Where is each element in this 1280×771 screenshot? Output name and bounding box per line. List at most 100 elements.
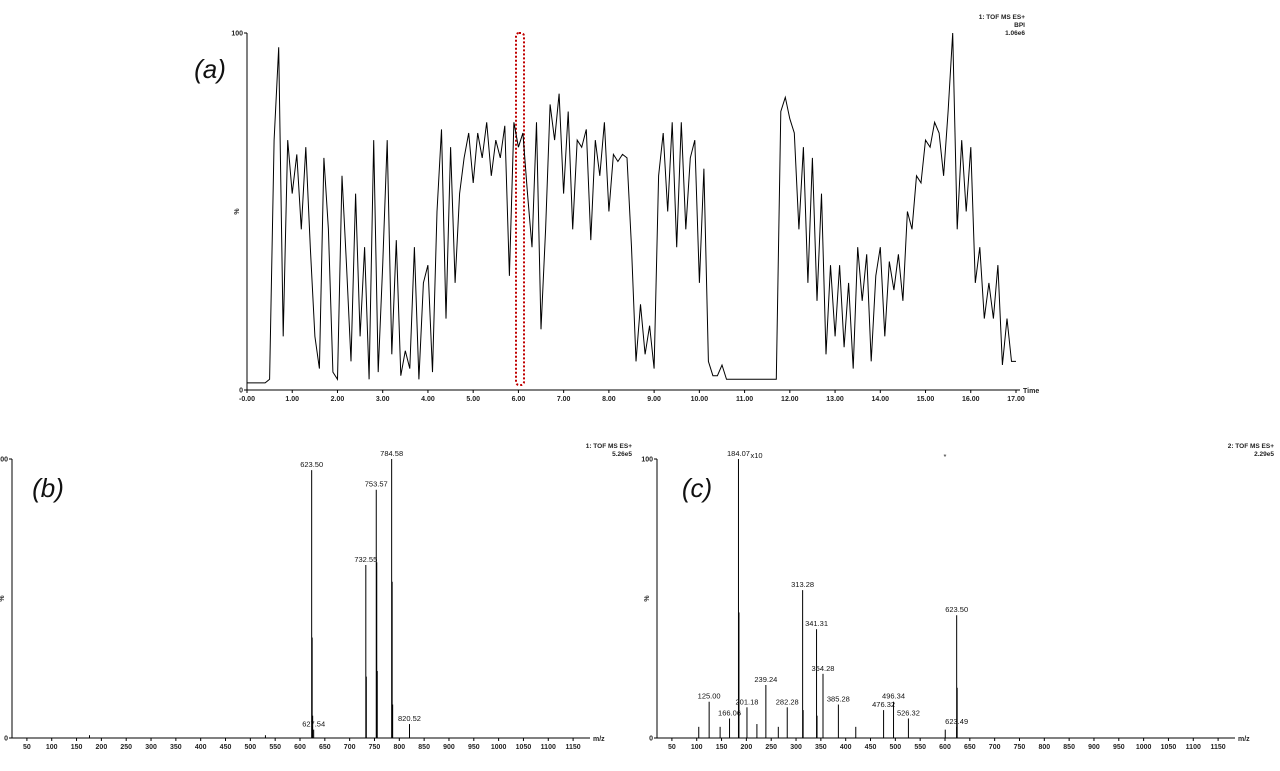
x-tick-label: 6.00	[512, 396, 526, 403]
panel-label: (c)	[682, 473, 712, 503]
peak-label: 476.32	[872, 700, 895, 709]
x-tick-label: 2.00	[331, 396, 345, 403]
x-axis-label: m/z	[1238, 736, 1250, 743]
x-tick-label: 700	[989, 744, 1001, 751]
y-axis-label: %	[0, 595, 6, 602]
x-tick-label: 500	[245, 744, 257, 751]
info-text: 5.26e5	[612, 451, 632, 458]
x-tick-label: 200	[96, 744, 108, 751]
peak-label: 282.28	[776, 697, 799, 706]
info-text: 2: TOF MS ES+	[1228, 443, 1274, 450]
peak-label: 166.06	[718, 708, 741, 717]
peak-label: 623.50	[945, 605, 968, 614]
x-tick-label: 400	[840, 744, 852, 751]
peak-label: 496.34	[882, 692, 905, 701]
x-tick-label: 250	[120, 744, 132, 751]
x-tick-label: 200	[741, 744, 753, 751]
y-tick-label: 0	[239, 388, 243, 395]
peak-label: 201.18	[735, 697, 758, 706]
peak-label: 125.00	[698, 692, 721, 701]
x-tick-label: 17.00	[1007, 396, 1025, 403]
x-tick-label: 650	[319, 744, 331, 751]
y-tick-label: 100	[0, 457, 8, 464]
x-tick-label: 950	[468, 744, 480, 751]
x-tick-label: 16.00	[962, 396, 980, 403]
x-tick-label: 650	[964, 744, 976, 751]
x-tick-label: 1150	[1211, 744, 1226, 751]
x-tick-label: 11.00	[736, 396, 753, 403]
x-tick-label: 1050	[516, 744, 532, 751]
x-tick-label: 550	[269, 744, 281, 751]
info-text: 1: TOF MS ES+	[979, 14, 1025, 21]
x-tick-label: 600	[939, 744, 951, 751]
x-tick-label: 150	[71, 744, 83, 751]
chromatogram-line	[247, 32, 1016, 384]
x-tick-label: 500	[890, 744, 902, 751]
x-tick-label: 750	[1014, 744, 1026, 751]
y-axis-label: %	[234, 208, 241, 215]
peak-label: 623.50	[300, 460, 323, 469]
x-tick-label: -0.00	[239, 396, 255, 403]
x-tick-label: 350	[170, 744, 182, 751]
x-tick-label: 1050	[1161, 744, 1177, 751]
peak-label: 354.28	[812, 664, 835, 673]
y-axis-label: %	[644, 595, 651, 602]
x-tick-label: 8.00	[602, 396, 616, 403]
x-tick-label: 900	[443, 744, 455, 751]
peak-label: 732.55	[354, 555, 377, 564]
x-tick-label: 300	[145, 744, 157, 751]
x-tick-label: 950	[1113, 744, 1125, 751]
marker-label: *	[944, 452, 947, 461]
x-tick-label: 450	[865, 744, 877, 751]
x-tick-label: 800	[393, 744, 405, 751]
panel-label: (a)	[194, 54, 226, 84]
y-tick-label: 100	[231, 31, 243, 38]
x-tick-label: 450	[220, 744, 232, 751]
info-text: 1: TOF MS ES+	[586, 443, 632, 450]
x-tick-label: 900	[1088, 744, 1100, 751]
x-tick-label: 850	[418, 744, 430, 751]
info-text: 1.06e6	[1005, 30, 1025, 37]
peak-label: 820.52	[398, 714, 421, 723]
x-tick-label: 4.00	[421, 396, 435, 403]
x-tick-label: 12.00	[781, 396, 799, 403]
y-tick-label: 0	[649, 736, 653, 743]
x-tick-label: 1.00	[285, 396, 299, 403]
peak-label: 526.32	[897, 708, 920, 717]
x-tick-label: 5.00	[466, 396, 480, 403]
peak-label: 341.31	[805, 619, 828, 628]
x-tick-label: 1150	[566, 744, 581, 751]
x-tick-label: 750	[369, 744, 381, 751]
x-tick-label: 1100	[1186, 744, 1201, 751]
x-tick-label: 1100	[541, 744, 556, 751]
highlight-box	[515, 32, 525, 386]
peak-label: 313.28	[791, 580, 814, 589]
peak-label: 784.58	[380, 449, 403, 458]
peak-label: 753.57	[365, 480, 388, 489]
x-tick-label: 50	[668, 744, 676, 751]
x-tick-label: 15.00	[917, 396, 935, 403]
x-tick-label: 1000	[1136, 744, 1152, 751]
x-tick-label: 400	[195, 744, 207, 751]
x-tick-label: 100	[46, 744, 58, 751]
x-tick-label: 100	[691, 744, 703, 751]
multiplier-label: x10	[750, 451, 762, 460]
x-tick-label: 350	[815, 744, 827, 751]
panel-label: (b)	[32, 473, 64, 503]
y-tick-label: 0	[4, 736, 8, 743]
info-text: 2.29e5	[1254, 451, 1274, 458]
x-tick-label: 250	[765, 744, 777, 751]
peak-label: 385.28	[827, 695, 850, 704]
x-tick-label: 7.00	[557, 396, 571, 403]
x-tick-label: 550	[914, 744, 926, 751]
peak-label: 239.24	[754, 675, 777, 684]
x-tick-label: 50	[23, 744, 31, 751]
x-tick-label: 14.00	[872, 396, 890, 403]
peak-label: 627.54	[302, 720, 325, 729]
x-tick-label: 13.00	[826, 396, 844, 403]
x-tick-label: 600	[294, 744, 306, 751]
x-axis-label: Time	[1023, 388, 1039, 395]
x-tick-label: 3.00	[376, 396, 390, 403]
y-tick-label: 100	[641, 457, 653, 464]
